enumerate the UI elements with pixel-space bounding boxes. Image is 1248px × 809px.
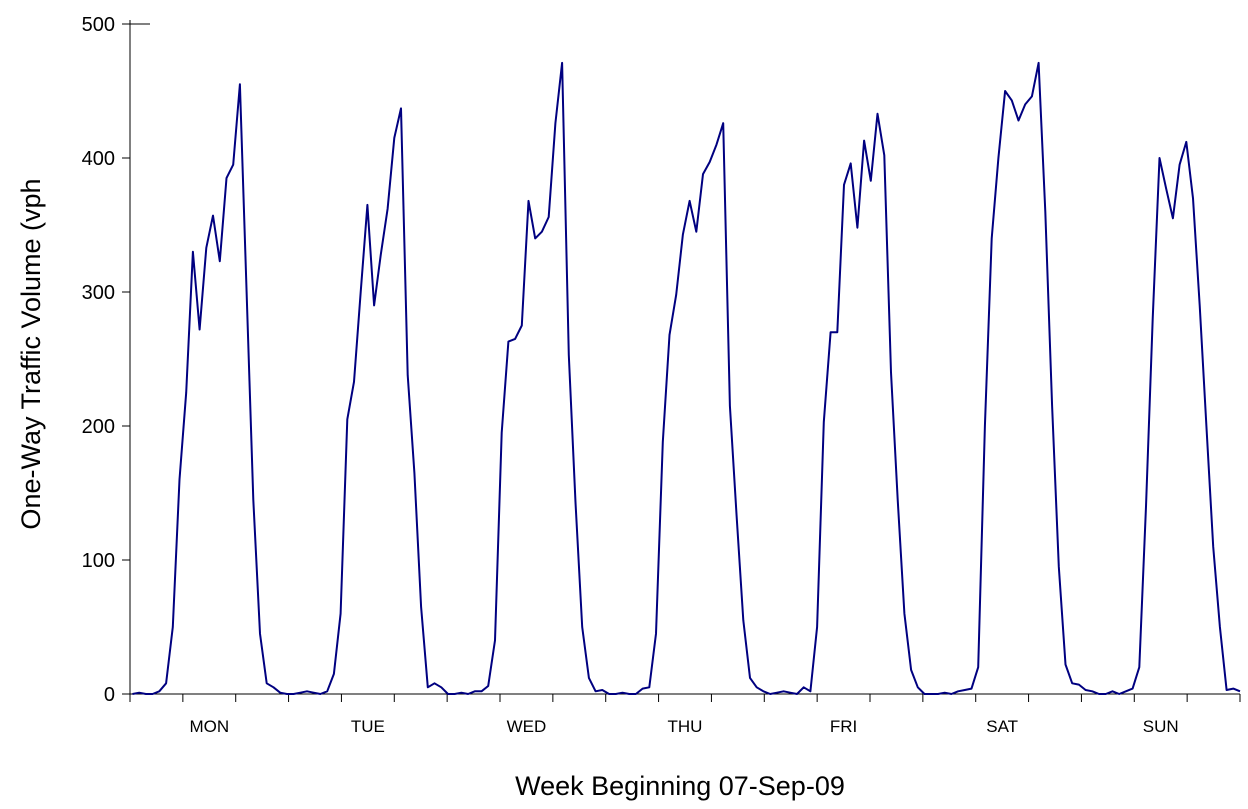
x-category-label: SAT (986, 717, 1018, 736)
y-tick-label: 0 (104, 684, 115, 706)
x-category-label: FRI (830, 717, 857, 736)
x-axis-title: Week Beginning 07-Sep-09 (515, 771, 845, 801)
x-axis: MON TUE WED THU FRI SAT SUN (129, 693, 1241, 736)
y-axis-title: One-Way Traffic Volume (vph (16, 178, 46, 529)
y-tick-label: 400 (82, 148, 115, 170)
x-category-label: MON (189, 717, 229, 736)
y-tick-label: 200 (82, 416, 115, 438)
y-tick-label: 300 (82, 282, 115, 304)
y-tick-label: 100 (82, 550, 115, 572)
y-axis: 0 100 200 300 400 500 (82, 14, 131, 706)
plot-area (130, 23, 1241, 695)
traffic-volume-line (132, 61, 1241, 695)
x-category-label: SUN (1143, 717, 1179, 736)
y-tick-label: 500 (82, 14, 115, 36)
x-category-label: WED (507, 717, 547, 736)
x-category-label: TUE (351, 717, 385, 736)
x-category-label: THU (668, 717, 703, 736)
